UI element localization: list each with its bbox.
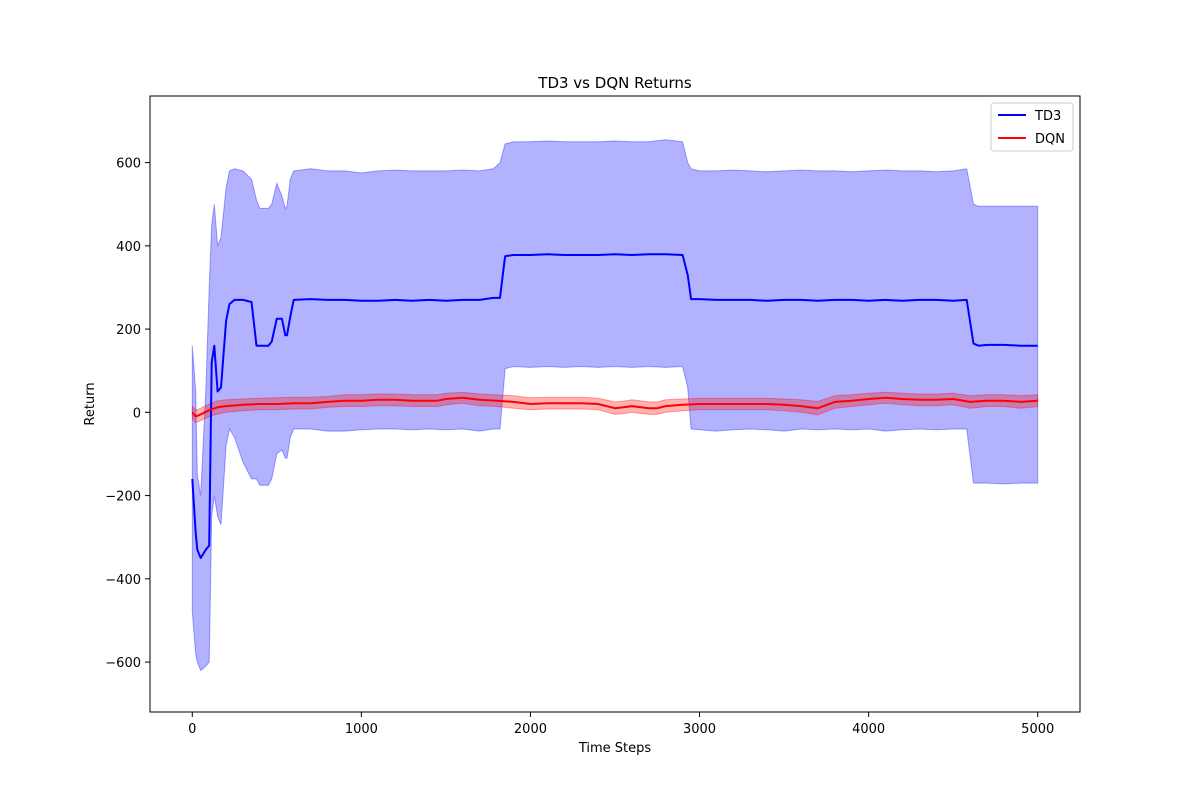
y-tick-label: 400 xyxy=(116,240,141,255)
x-tick-label: 0 xyxy=(188,722,196,737)
y-tick-label: 600 xyxy=(116,157,141,172)
x-tick-label: 2000 xyxy=(514,722,547,737)
axes-frame xyxy=(149,95,1081,713)
x-tick-label: 1000 xyxy=(345,722,378,737)
series-line-td3 xyxy=(191,253,1038,559)
y-tick-label: −400 xyxy=(105,573,141,588)
x-tick-label: 4000 xyxy=(852,722,885,737)
chart-title: TD3 vs DQN Returns xyxy=(537,74,692,92)
x-tick-label: 3000 xyxy=(683,722,716,737)
series-line-dqn xyxy=(191,396,1038,418)
plot-area xyxy=(191,139,1039,672)
legend: TD3 DQN xyxy=(990,102,1074,152)
y-tick-label: −600 xyxy=(105,656,141,671)
x-tick-label: 5000 xyxy=(1021,722,1054,737)
y-axis-label: Return xyxy=(83,382,98,425)
legend-label-td3: TD3 xyxy=(1034,109,1061,124)
y-tick-label: 0 xyxy=(133,406,141,421)
axis-ticks: 0 1000 2000 3000 4000 5000 −600 −400 −200 0 200 400… xyxy=(105,157,1054,737)
y-tick-label: −200 xyxy=(105,490,141,505)
x-axis-label: Time Steps xyxy=(578,741,652,756)
y-tick-label: 200 xyxy=(116,323,141,338)
band-td3 xyxy=(191,139,1039,672)
legend-label-dqn: DQN xyxy=(1035,132,1065,147)
